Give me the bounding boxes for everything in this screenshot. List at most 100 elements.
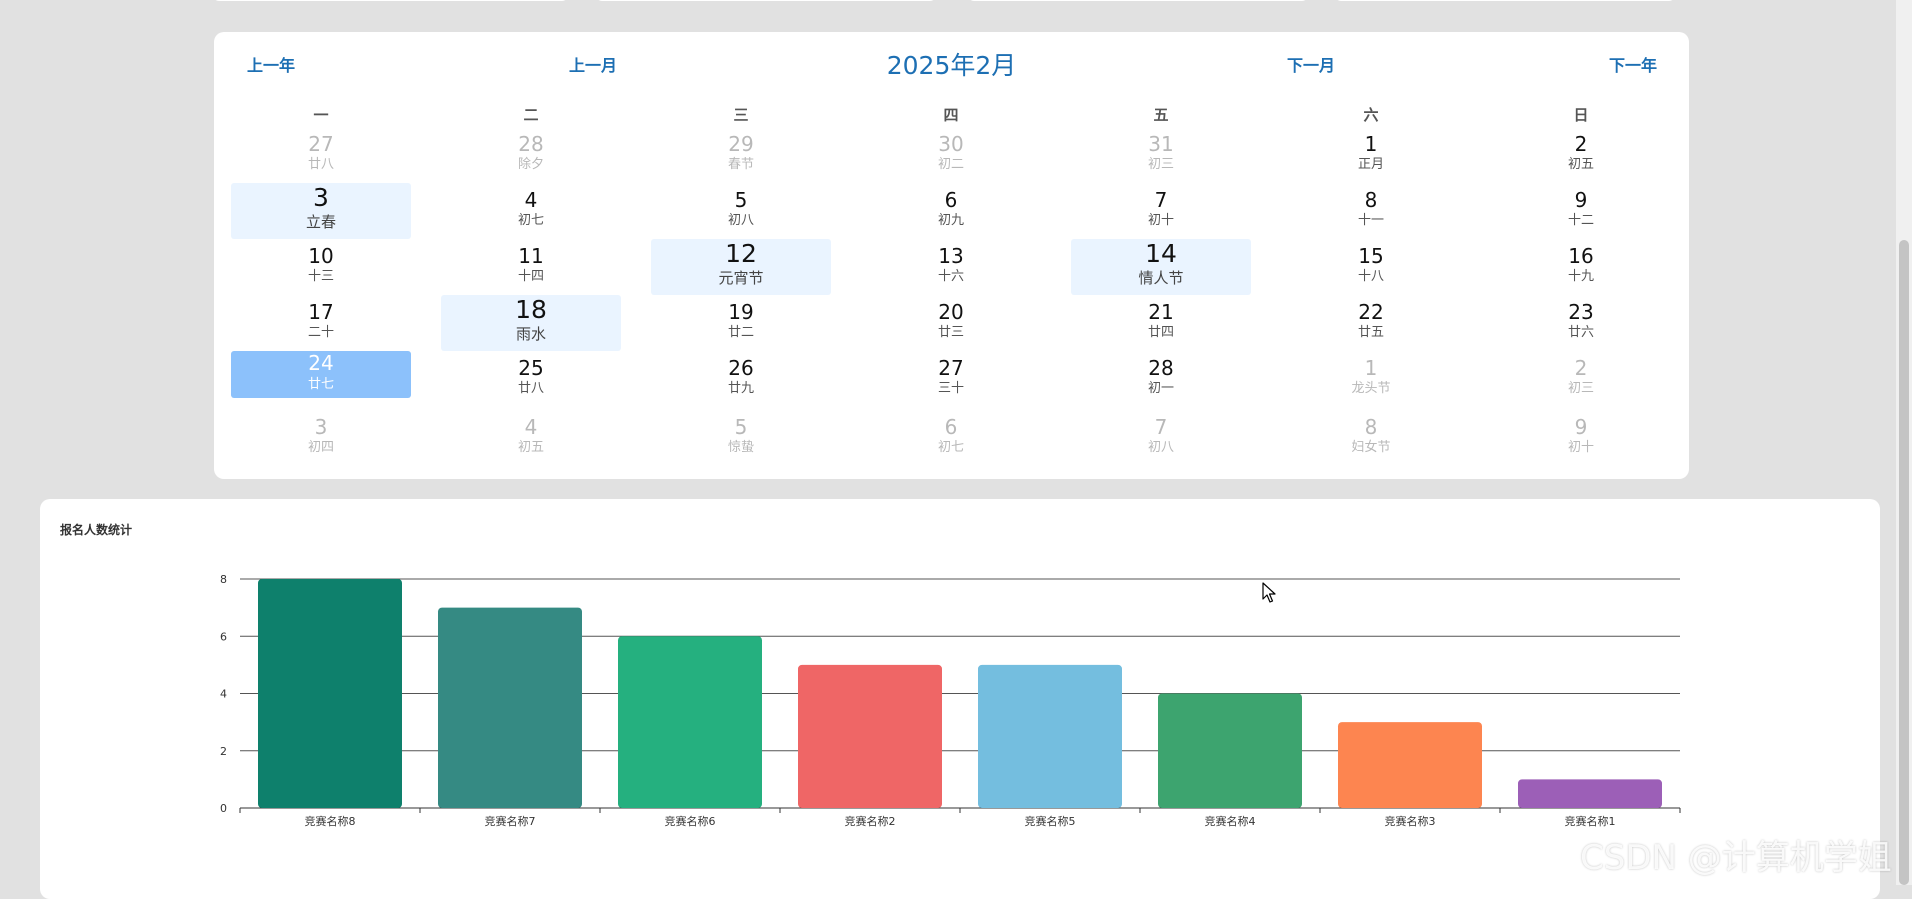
day-number: 20 bbox=[938, 300, 964, 324]
registration-chart-card: 报名人数统计 0 2 4 6 8 竞赛名称8 竞赛名称7 竞赛名称6 竞赛名称2 竞赛名称5 竞赛名… bbox=[40, 499, 1880, 899]
day-number: 3 bbox=[313, 183, 329, 212]
lunar-date: 二十 bbox=[307, 325, 334, 340]
day-number: 11 bbox=[518, 244, 544, 268]
day-number: 21 bbox=[1148, 300, 1174, 324]
prev-month-button[interactable]: 上一月 bbox=[569, 56, 618, 75]
day-number: 5 bbox=[734, 188, 748, 212]
weekday-label: 三 bbox=[733, 106, 749, 124]
calendar-day-cell[interactable]: 1 龙头节 bbox=[1281, 356, 1461, 398]
day-number: 19 bbox=[728, 300, 754, 324]
calendar-day-cell[interactable]: 17 二十 bbox=[231, 300, 411, 342]
calendar-day-cell[interactable]: 10 十三 bbox=[231, 244, 411, 286]
calendar-day-cell[interactable]: 25 廿八 bbox=[441, 356, 621, 398]
calendar-day-cell[interactable]: 15 十八 bbox=[1281, 244, 1461, 286]
calendar-day-cell[interactable]: 2 初五 bbox=[1491, 132, 1671, 174]
calendar-day-cell[interactable]: 3 立春 bbox=[231, 183, 411, 239]
lunar-date: 廿三 bbox=[937, 325, 964, 340]
calendar-day-cell[interactable]: 23 廿六 bbox=[1491, 300, 1671, 342]
lunar-date: 廿八 bbox=[517, 381, 544, 396]
page-scrollbar[interactable] bbox=[1896, 0, 1912, 885]
lunar-date: 初四 bbox=[307, 440, 334, 455]
calendar-day-cell[interactable]: 4 初七 bbox=[441, 188, 621, 230]
calendar-day-cell[interactable]: 11 十四 bbox=[441, 244, 621, 286]
calendar-day-cell[interactable]: 28 除夕 bbox=[441, 132, 621, 174]
lunar-date: 春节 bbox=[727, 157, 754, 172]
day-number: 27 bbox=[308, 132, 334, 156]
day-number: 10 bbox=[308, 244, 334, 268]
calendar-day-cell[interactable]: 27 廿八 bbox=[231, 132, 411, 174]
calendar-day-cell[interactable]: 8 十一 bbox=[1281, 188, 1461, 230]
calendar-day-cell[interactable]: 9 十二 bbox=[1491, 188, 1671, 230]
lunar-date: 初三 bbox=[1147, 157, 1174, 172]
lunar-date: 初八 bbox=[727, 213, 754, 228]
day-number: 4 bbox=[524, 415, 538, 439]
calendar-day-cell[interactable]: 19 廿二 bbox=[651, 300, 831, 342]
x-category-label: 竞赛名称3 bbox=[1385, 814, 1436, 828]
calendar-day-cell[interactable]: 27 三十 bbox=[861, 356, 1041, 398]
calendar-day-cell[interactable]: 20 廿三 bbox=[861, 300, 1041, 342]
lunar-date: 除夕 bbox=[517, 157, 544, 172]
day-number: 7 bbox=[1154, 188, 1168, 212]
lunar-date: 初七 bbox=[937, 440, 964, 455]
day-number: 9 bbox=[1574, 415, 1588, 439]
calendar-day-cell[interactable]: 8 妇女节 bbox=[1281, 415, 1461, 457]
day-number: 8 bbox=[1364, 415, 1378, 439]
x-category-label: 竞赛名称6 bbox=[665, 814, 716, 828]
calendar-day-cell[interactable]: 29 春节 bbox=[651, 132, 831, 174]
calendar-day-cell[interactable]: 21 廿四 bbox=[1071, 300, 1251, 342]
calendar-day-cell[interactable]: 3 初四 bbox=[231, 415, 411, 457]
day-number: 7 bbox=[1154, 415, 1168, 439]
calendar-day-cell[interactable]: 12 元宵节 bbox=[651, 239, 831, 295]
weekday-label: 四 bbox=[943, 106, 959, 124]
calendar-day-cell[interactable]: 30 初二 bbox=[861, 132, 1041, 174]
calendar-day-cell[interactable]: 28 初一 bbox=[1071, 356, 1251, 398]
lunar-date: 廿四 bbox=[1147, 325, 1174, 340]
day-number: 24 bbox=[308, 351, 334, 375]
calendar-day-cell[interactable]: 2 初三 bbox=[1491, 356, 1671, 398]
lunar-date: 初一 bbox=[1147, 381, 1174, 396]
calendar-day-cell[interactable]: 6 初七 bbox=[861, 415, 1041, 457]
day-number: 28 bbox=[1148, 356, 1174, 380]
day-number: 5 bbox=[734, 415, 748, 439]
scrollbar-thumb[interactable] bbox=[1899, 240, 1909, 885]
calendar-day-cell[interactable]: 16 十九 bbox=[1491, 244, 1671, 286]
day-number: 6 bbox=[944, 415, 958, 439]
x-category-label: 竞赛名称7 bbox=[485, 814, 536, 828]
prev-year-button[interactable]: 上一年 bbox=[247, 56, 296, 75]
calendar-day-cell[interactable]: 14 情人节 bbox=[1071, 239, 1251, 295]
calendar-day-cell[interactable]: 24 廿七 bbox=[231, 351, 411, 398]
lunar-date: 立春 bbox=[305, 213, 336, 231]
next-year-button[interactable]: 下一年 bbox=[1609, 56, 1658, 75]
lunar-date: 十九 bbox=[1567, 269, 1594, 284]
lunar-date: 廿六 bbox=[1567, 325, 1594, 340]
calendar-day-cell[interactable]: 5 惊蛰 bbox=[651, 415, 831, 457]
y-tick-label: 2 bbox=[220, 745, 227, 758]
day-number: 25 bbox=[518, 356, 544, 380]
calendar-day-cell[interactable]: 26 廿九 bbox=[651, 356, 831, 398]
calendar-day-cell[interactable]: 1 正月 bbox=[1281, 132, 1461, 174]
lunar-date: 初五 bbox=[517, 440, 544, 455]
calendar-day-cell[interactable]: 7 初十 bbox=[1071, 188, 1251, 230]
bar-竞赛名称7 bbox=[438, 607, 582, 808]
registration-bar-chart: 0 2 4 6 8 竞赛名称8 竞赛名称7 竞赛名称6 竞赛名称2 竞赛名称5 竞赛名称4 竞赛名称3… bbox=[220, 573, 1681, 828]
day-number: 2 bbox=[1574, 132, 1588, 156]
calendar-day-cell[interactable]: 7 初八 bbox=[1071, 415, 1251, 457]
day-number: 13 bbox=[938, 244, 964, 268]
next-month-button[interactable]: 下一月 bbox=[1287, 56, 1336, 75]
calendar-day-cell[interactable]: 5 初八 bbox=[651, 188, 831, 230]
lunar-date: 初七 bbox=[517, 213, 544, 228]
x-category-label: 竞赛名称2 bbox=[845, 814, 896, 828]
calendar-day-cell[interactable]: 22 廿五 bbox=[1281, 300, 1461, 342]
x-category-label: 竞赛名称1 bbox=[1565, 814, 1616, 828]
bar-竞赛名称1 bbox=[1518, 779, 1662, 808]
calendar-day-cell[interactable]: 13 十六 bbox=[861, 244, 1041, 286]
day-number: 14 bbox=[1145, 239, 1177, 268]
calendar-day-cell[interactable]: 9 初十 bbox=[1491, 415, 1671, 457]
calendar-day-cell[interactable]: 18 雨水 bbox=[441, 295, 621, 351]
calendar-day-cell[interactable]: 4 初五 bbox=[441, 415, 621, 457]
weekday-label: 二 bbox=[523, 106, 539, 124]
calendar-day-cell[interactable]: 31 初三 bbox=[1071, 132, 1251, 174]
day-number: 28 bbox=[518, 132, 544, 156]
lunar-date: 十八 bbox=[1357, 269, 1384, 284]
calendar-day-cell[interactable]: 6 初九 bbox=[861, 188, 1041, 230]
